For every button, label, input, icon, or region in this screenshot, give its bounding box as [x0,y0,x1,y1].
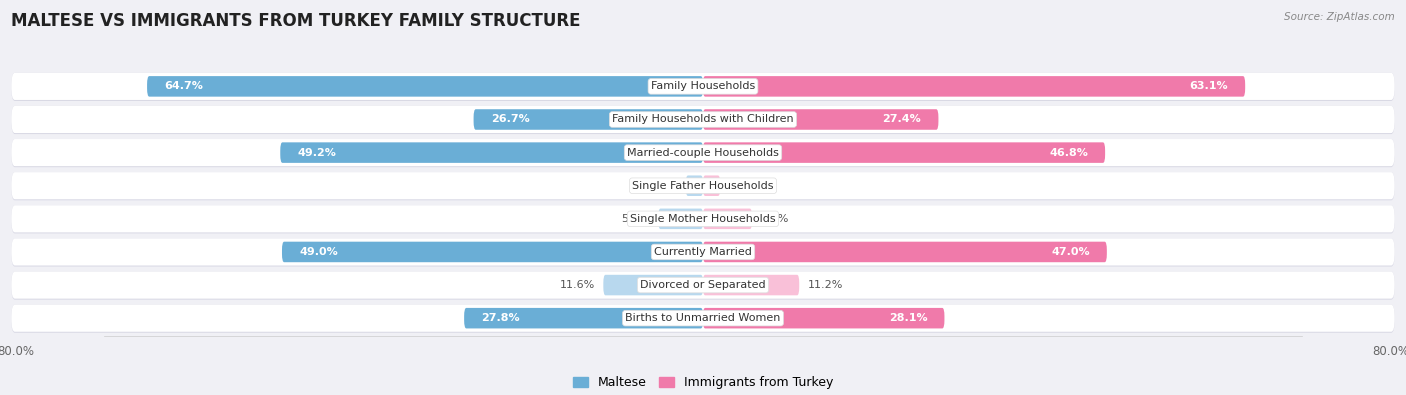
Text: 2.0%: 2.0% [728,181,758,191]
Text: 5.7%: 5.7% [761,214,789,224]
Text: 46.8%: 46.8% [1049,148,1088,158]
FancyBboxPatch shape [11,305,1395,333]
FancyBboxPatch shape [11,205,1395,233]
FancyBboxPatch shape [11,205,1395,232]
FancyBboxPatch shape [11,73,1395,100]
Text: Currently Married: Currently Married [654,247,752,257]
FancyBboxPatch shape [11,73,1395,101]
FancyBboxPatch shape [11,238,1395,267]
Text: 5.2%: 5.2% [621,214,650,224]
Text: Family Households with Children: Family Households with Children [612,115,794,124]
FancyBboxPatch shape [283,242,703,262]
Text: 27.4%: 27.4% [883,115,921,124]
FancyBboxPatch shape [11,238,1395,265]
FancyBboxPatch shape [703,109,938,130]
Text: Single Father Households: Single Father Households [633,181,773,191]
FancyBboxPatch shape [474,109,703,130]
FancyBboxPatch shape [11,172,1395,200]
FancyBboxPatch shape [280,142,703,163]
Text: Single Mother Households: Single Mother Households [630,214,776,224]
FancyBboxPatch shape [658,209,703,229]
Text: MALTESE VS IMMIGRANTS FROM TURKEY FAMILY STRUCTURE: MALTESE VS IMMIGRANTS FROM TURKEY FAMILY… [11,12,581,30]
FancyBboxPatch shape [703,308,945,328]
FancyBboxPatch shape [11,271,1395,300]
FancyBboxPatch shape [703,209,752,229]
Text: Source: ZipAtlas.com: Source: ZipAtlas.com [1284,12,1395,22]
FancyBboxPatch shape [703,76,1246,97]
FancyBboxPatch shape [11,139,1395,166]
Text: 64.7%: 64.7% [165,81,202,91]
FancyBboxPatch shape [11,106,1395,133]
FancyBboxPatch shape [464,308,703,328]
FancyBboxPatch shape [148,76,703,97]
FancyBboxPatch shape [703,142,1105,163]
Text: Family Households: Family Households [651,81,755,91]
Legend: Maltese, Immigrants from Turkey: Maltese, Immigrants from Turkey [568,371,838,394]
FancyBboxPatch shape [11,106,1395,134]
FancyBboxPatch shape [703,175,720,196]
Text: Births to Unmarried Women: Births to Unmarried Women [626,313,780,323]
Text: Married-couple Households: Married-couple Households [627,148,779,158]
Text: 63.1%: 63.1% [1189,81,1227,91]
Text: 2.0%: 2.0% [648,181,678,191]
FancyBboxPatch shape [11,172,1395,199]
Text: 11.6%: 11.6% [560,280,595,290]
FancyBboxPatch shape [686,175,703,196]
FancyBboxPatch shape [703,242,1107,262]
Text: 49.0%: 49.0% [299,247,337,257]
FancyBboxPatch shape [603,275,703,295]
Text: 28.1%: 28.1% [889,313,928,323]
Text: 27.8%: 27.8% [481,313,520,323]
FancyBboxPatch shape [11,271,1395,299]
FancyBboxPatch shape [11,305,1395,332]
Text: 49.2%: 49.2% [298,148,336,158]
Text: 11.2%: 11.2% [808,280,844,290]
Text: 26.7%: 26.7% [491,115,530,124]
Text: 47.0%: 47.0% [1052,247,1090,257]
FancyBboxPatch shape [703,275,799,295]
Text: Divorced or Separated: Divorced or Separated [640,280,766,290]
FancyBboxPatch shape [11,139,1395,167]
